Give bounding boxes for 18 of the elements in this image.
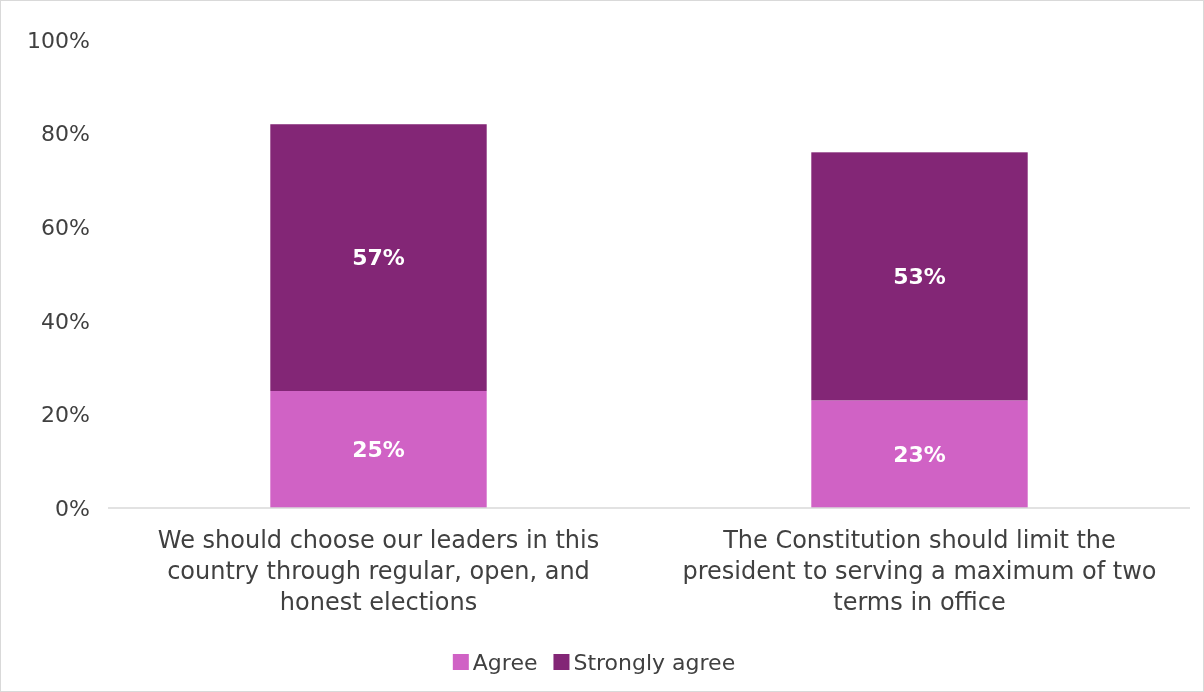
y-tick-label: 80% bbox=[41, 121, 90, 147]
bar bbox=[270, 124, 487, 391]
y-tick-label: 60% bbox=[41, 214, 90, 240]
y-tick-label: 0% bbox=[55, 495, 90, 521]
x-tick-label: The Constitution should limit the president to serving a maximum of two terms in office bbox=[682, 526, 1157, 616]
legend-label: Strongly agree bbox=[573, 649, 736, 675]
x-tick-label: We should choose our leaders in this country through regular, open, and honest elections bbox=[157, 526, 600, 616]
data-label: 53% bbox=[893, 264, 946, 290]
y-tick-label: 20% bbox=[41, 402, 90, 428]
y-tick-label: 100% bbox=[27, 27, 90, 53]
y-tick-label: 40% bbox=[41, 308, 90, 334]
data-label: 23% bbox=[893, 441, 946, 467]
legend-label: Agree bbox=[472, 649, 538, 675]
bar bbox=[270, 391, 487, 508]
bar bbox=[811, 400, 1028, 508]
data-label: 57% bbox=[352, 245, 405, 271]
data-label: 25% bbox=[352, 437, 405, 463]
bar bbox=[811, 152, 1028, 401]
